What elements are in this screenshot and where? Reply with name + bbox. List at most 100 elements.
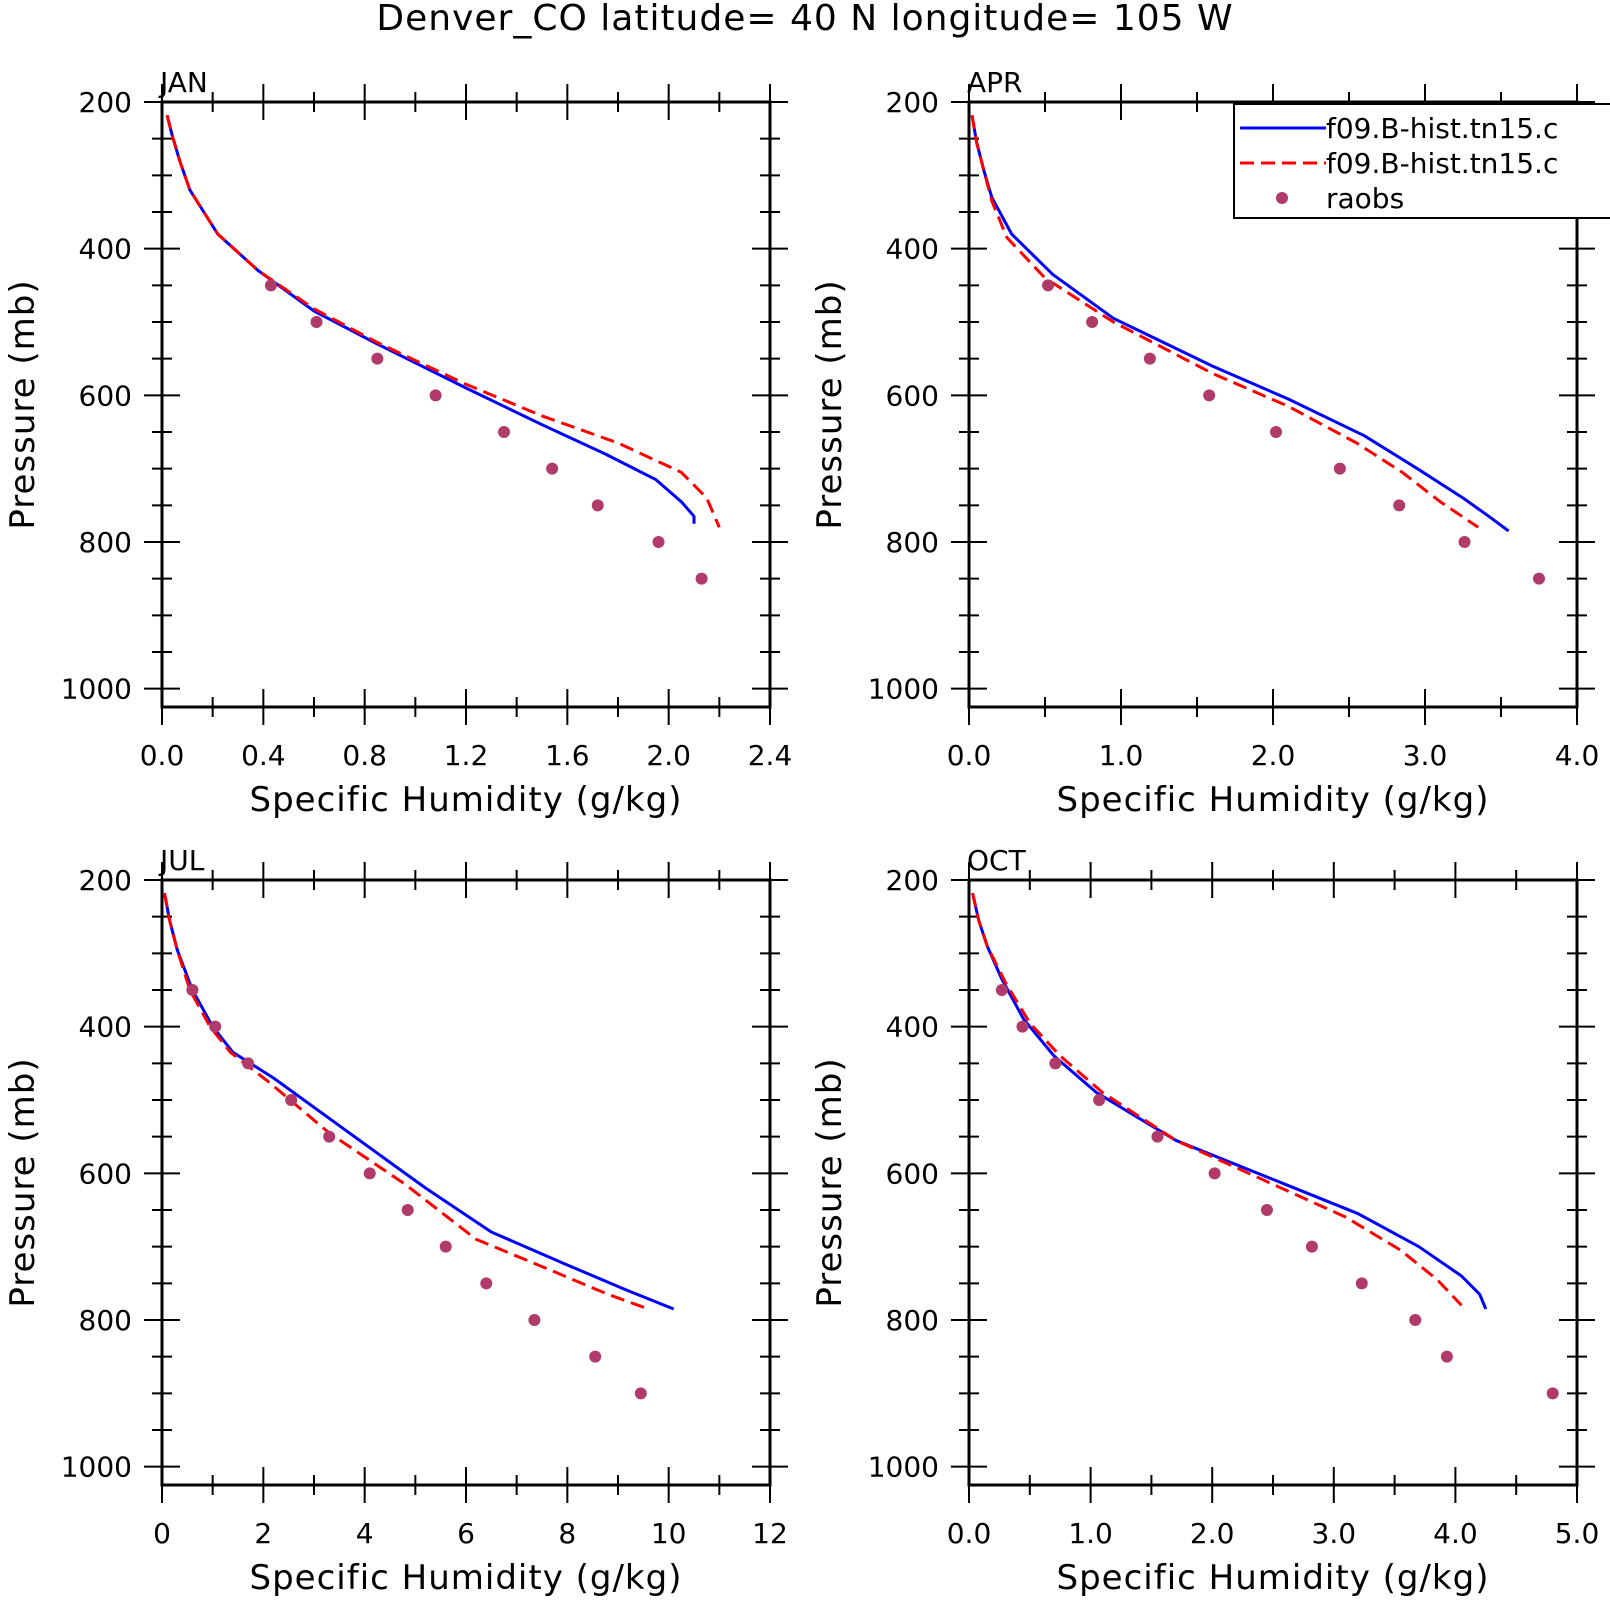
y-tick-label: 800: [886, 1304, 939, 1337]
raobs-point: [323, 1130, 336, 1143]
raobs-point: [498, 426, 510, 438]
series-line-solid: [970, 114, 1510, 533]
raobs-point: [995, 984, 1008, 996]
series-line-solid: [163, 892, 675, 1311]
x-axis-label: Specific Humidity (g/kg): [1057, 780, 1490, 820]
raobs-point: [1016, 1020, 1029, 1033]
y-tick-label: 600: [79, 379, 132, 412]
raobs-point: [285, 1094, 298, 1106]
y-axis-label: Pressure (mb): [810, 1057, 850, 1307]
raobs-point: [1393, 499, 1406, 512]
raobs-point: [1546, 1387, 1559, 1400]
raobs-point: [1440, 1350, 1453, 1363]
x-tick-label: 0.0: [947, 739, 992, 772]
x-tick-label: 12: [752, 1517, 788, 1550]
x-axis-label: Specific Humidity (g/kg): [1057, 1558, 1490, 1598]
raobs-point: [1208, 1167, 1221, 1180]
plot-frame: [967, 878, 1579, 1487]
y-tick-label: 400: [79, 1011, 132, 1044]
x-tick-label: 6: [457, 1517, 475, 1550]
raobs-point: [1049, 1057, 1062, 1070]
x-tick-label: 3.0: [1403, 739, 1448, 772]
y-tick-label: 1000: [61, 1451, 132, 1484]
raobs-point: [371, 352, 384, 365]
raobs-point: [695, 572, 708, 585]
y-tick-label: 600: [79, 1157, 132, 1190]
y-axis-label: Pressure (mb): [3, 279, 43, 529]
series-line-dashed: [970, 114, 1480, 529]
raobs-point: [528, 1314, 541, 1326]
panel-label: APR: [967, 66, 1023, 99]
raobs-point: [429, 389, 442, 402]
series-group: [971, 892, 1559, 1400]
x-tick-label: 3.0: [1312, 1517, 1357, 1550]
raobs-point: [401, 1204, 414, 1216]
raobs-point: [1151, 1130, 1164, 1143]
x-tick-label: 2.0: [1190, 1517, 1235, 1550]
plot-frame: [160, 878, 772, 1487]
series-line-dashed: [971, 892, 1463, 1307]
y-tick-label: 200: [79, 864, 132, 897]
raobs-point: [480, 1277, 493, 1290]
raobs-point: [310, 316, 323, 328]
series-line-solid: [165, 114, 696, 524]
legend-box: [1233, 103, 1610, 219]
figure-title: Denver_CO latitude= 40 N longitude= 105 …: [376, 0, 1233, 39]
x-axis-label: Specific Humidity (g/kg): [250, 780, 683, 820]
x-tick-label: 1.6: [545, 739, 590, 772]
x-tick-label: 4.0: [1433, 1517, 1478, 1550]
legend-label: f09.B-hist.tn15.c: [1326, 112, 1558, 145]
raobs-point: [1260, 1204, 1273, 1216]
panel-label: OCT: [967, 844, 1027, 877]
raobs-point: [1143, 352, 1156, 365]
y-tick-label: 600: [886, 379, 939, 412]
series-line-dashed: [165, 114, 721, 528]
x-tick-label: 10: [651, 1517, 687, 1550]
x-tick-label: 1.0: [1068, 1517, 1113, 1550]
raobs-point: [264, 279, 277, 292]
legend-label: f09.B-hist.tn15.c: [1326, 147, 1558, 180]
y-tick-label: 800: [886, 526, 939, 559]
y-tick-label: 200: [886, 86, 939, 119]
plot-frame: [160, 100, 772, 709]
x-tick-label: 4.0: [1555, 739, 1600, 772]
raobs-point: [1533, 572, 1545, 585]
y-tick-label: 800: [79, 1304, 132, 1337]
x-tick-label: 1.2: [444, 739, 489, 772]
x-tick-label: 2.4: [748, 739, 793, 772]
raobs-point: [1093, 1094, 1106, 1106]
raobs-point: [209, 1020, 222, 1033]
x-axis-label: Specific Humidity (g/kg): [250, 1558, 683, 1598]
x-tick-label: 0: [153, 1517, 171, 1550]
x-tick-label: 4: [356, 1517, 374, 1550]
x-tick-label: 1.0: [1099, 739, 1144, 772]
x-tick-label: 2.0: [1251, 739, 1296, 772]
legend-marker: [1276, 192, 1288, 204]
x-tick-label: 2: [254, 1517, 272, 1550]
raobs-point: [1270, 426, 1283, 438]
raobs-point: [652, 536, 665, 548]
raobs-point: [591, 499, 604, 512]
x-tick-label: 8: [558, 1517, 576, 1550]
y-tick-label: 200: [79, 86, 132, 119]
raobs-point: [1409, 1314, 1422, 1326]
y-tick-label: 800: [79, 526, 132, 559]
raobs-point: [1086, 316, 1099, 328]
x-tick-label: 0.8: [342, 739, 387, 772]
y-tick-label: 1000: [868, 673, 939, 706]
x-tick-label: 0.0: [947, 1517, 992, 1550]
y-axis-label: Pressure (mb): [810, 279, 850, 529]
x-tick-label: 0.0: [140, 739, 185, 772]
x-tick-label: 0.4: [241, 739, 286, 772]
raobs-point: [363, 1167, 376, 1180]
panel-label: JAN: [158, 66, 208, 99]
y-axis-label: Pressure (mb): [3, 1057, 43, 1307]
panel-jul: JUL 200 400 600 800 1000 0 2 4 6 8 10 12 Specific Hum…: [3, 844, 788, 1598]
panel-label: JUL: [158, 844, 205, 877]
raobs-point: [1355, 1277, 1368, 1290]
y-tick-label: 600: [886, 1157, 939, 1190]
